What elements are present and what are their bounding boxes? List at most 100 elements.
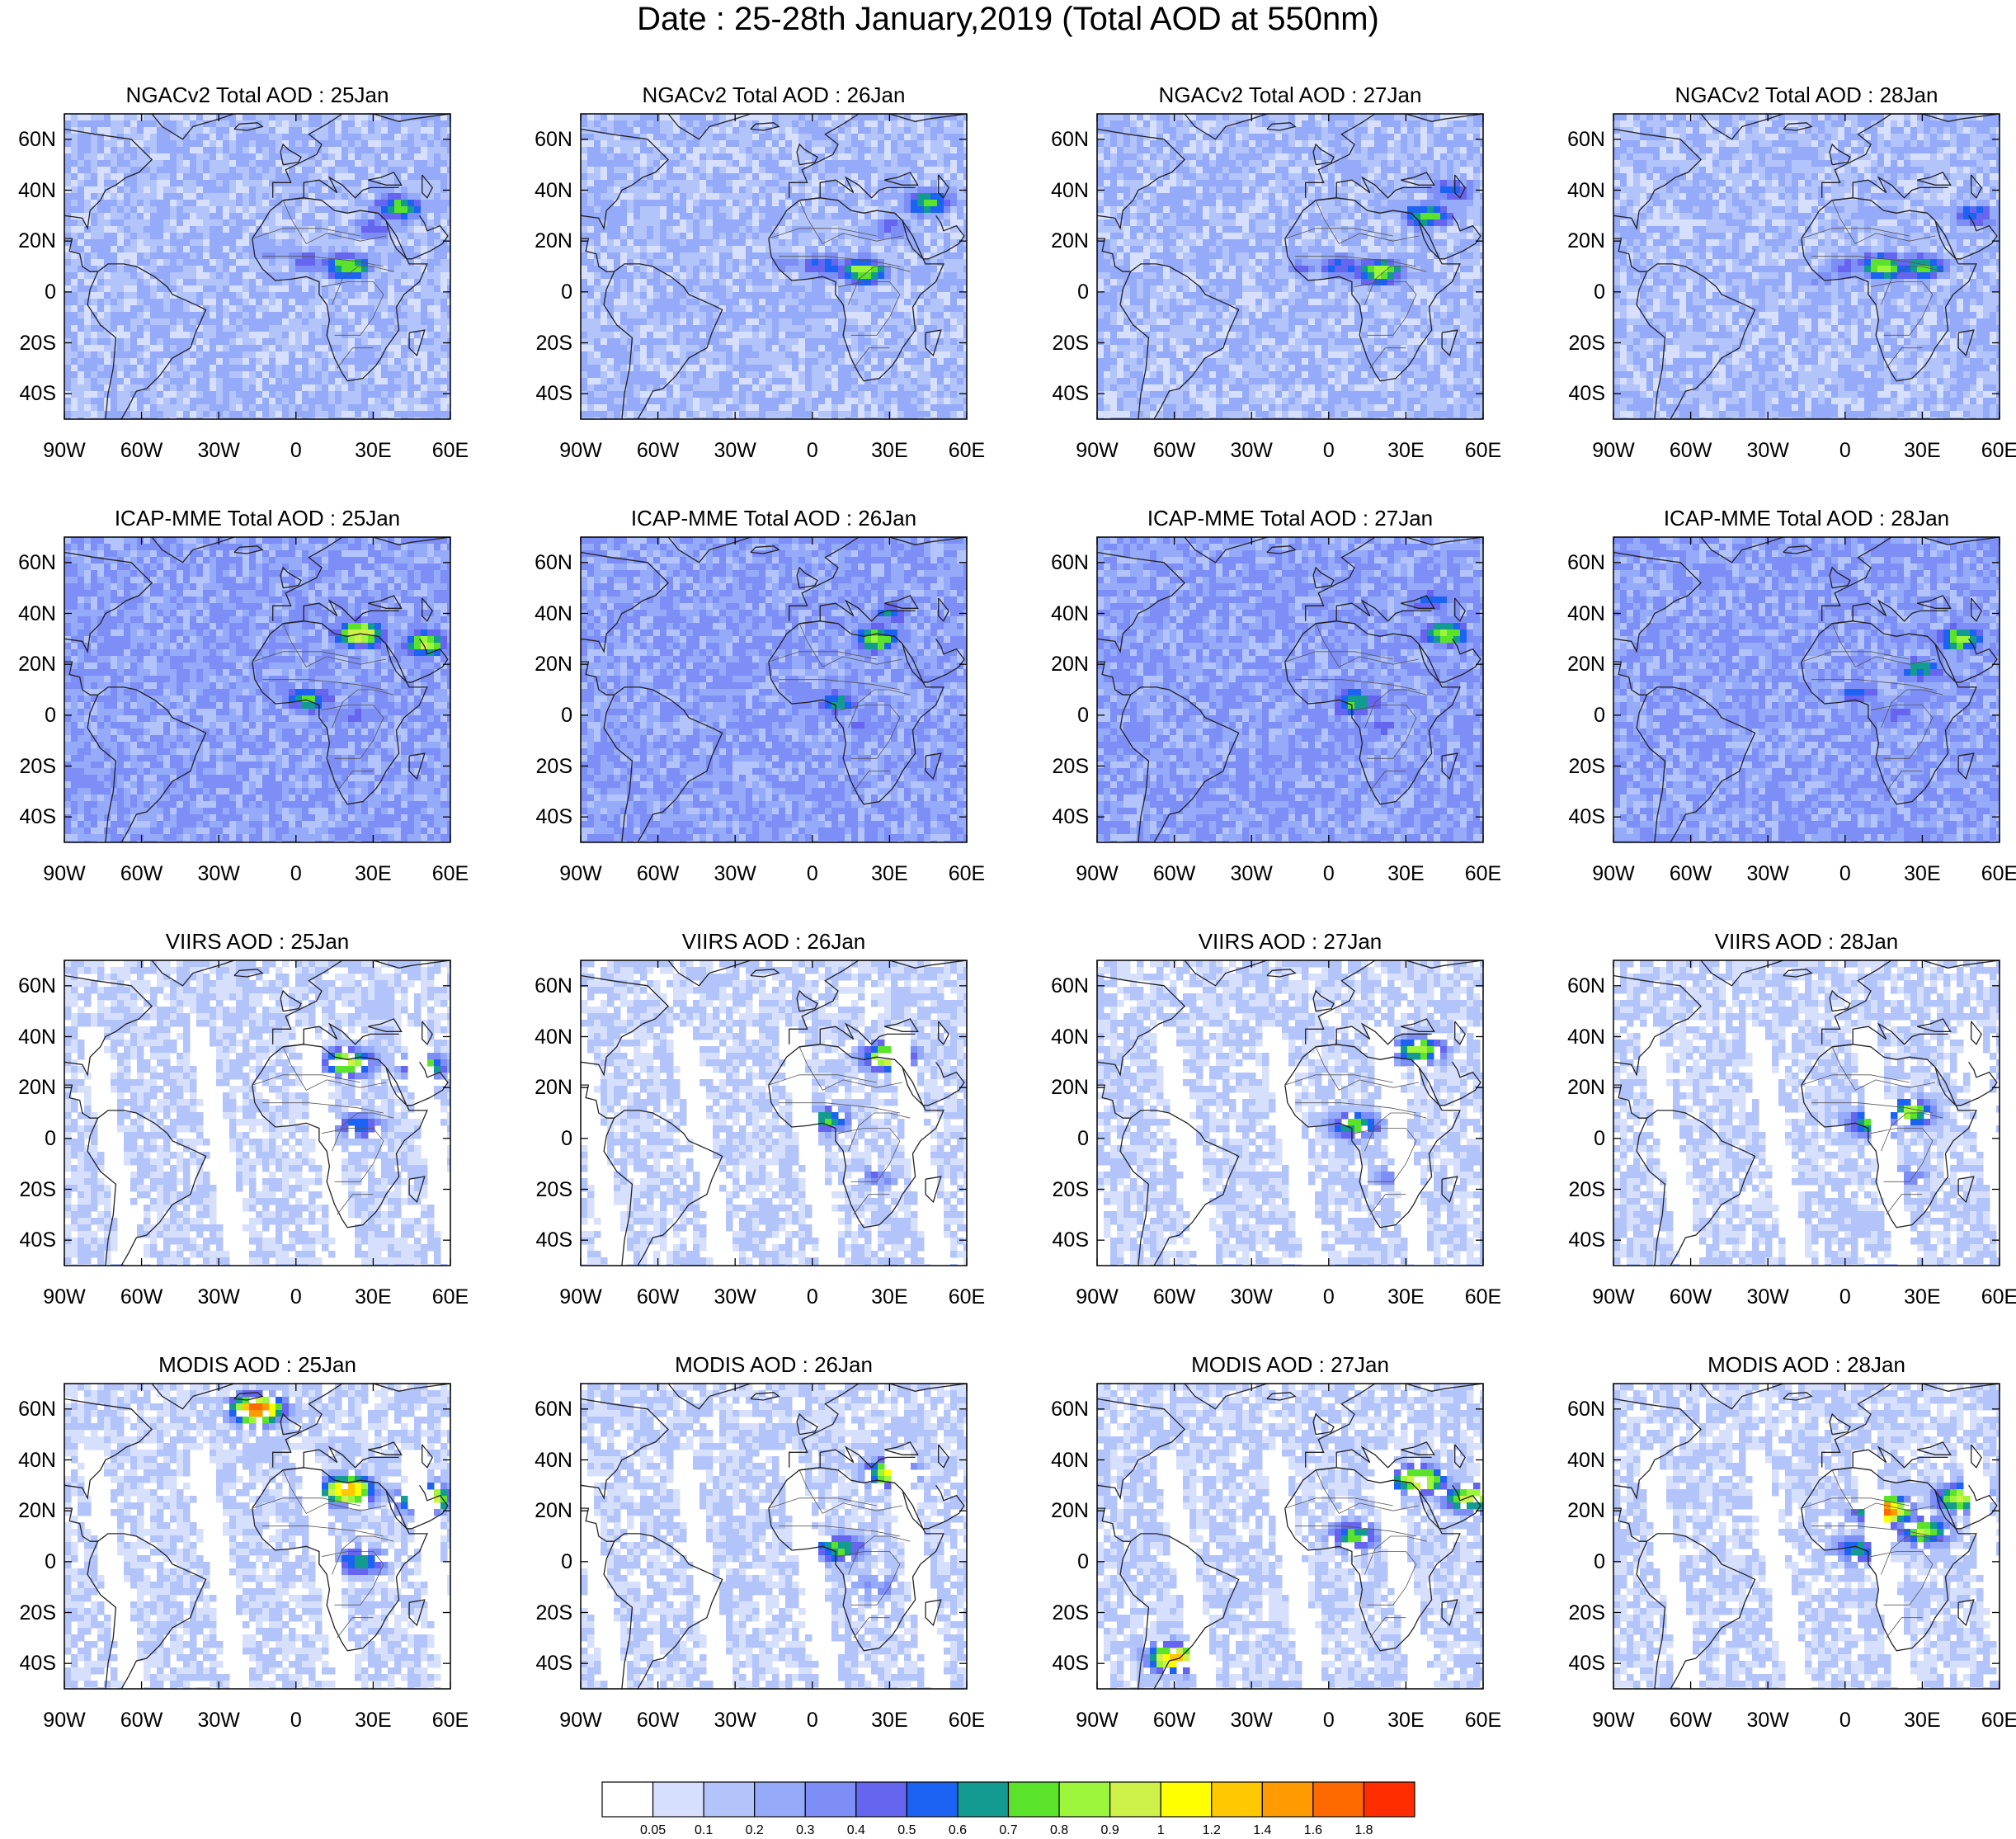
aod-grid bbox=[581, 1384, 967, 1689]
lat-tick-label: 40N bbox=[7, 180, 56, 201]
lat-tick-label: 20N bbox=[1556, 1077, 1605, 1098]
panel-title: MODIS AOD : 26Jan bbox=[518, 1352, 1029, 1377]
lat-tick-label: 60N bbox=[1039, 1398, 1089, 1420]
lon-tick-label: 60W bbox=[113, 1285, 171, 1309]
lon-tick-label: 30W bbox=[706, 1709, 764, 1732]
aod-grid bbox=[1097, 960, 1483, 1266]
lon-tick-label: 30W bbox=[190, 862, 247, 885]
map-frame bbox=[1613, 113, 2000, 420]
lat-tick-label: 40N bbox=[7, 603, 56, 625]
lat-tick-label: 0 bbox=[1556, 1128, 1605, 1149]
map-panel-ngacv2-1 bbox=[64, 113, 451, 420]
lat-tick-label: 20N bbox=[523, 230, 572, 252]
lat-tick-label: 20S bbox=[1039, 332, 1089, 354]
lat-tick-label: 20S bbox=[7, 332, 56, 354]
lon-tick-label: 0 bbox=[1816, 1285, 1874, 1309]
lat-tick-label: 20N bbox=[1039, 230, 1089, 252]
aod-grid bbox=[1613, 537, 2000, 842]
aod-grid bbox=[581, 960, 967, 1266]
map-frame bbox=[580, 113, 968, 420]
lon-tick-label: 0 bbox=[1816, 1709, 1874, 1732]
lat-tick-label: 20S bbox=[1556, 756, 1605, 777]
lat-tick-label: 40N bbox=[1039, 1450, 1089, 1471]
panel-title: MODIS AOD : 25Jan bbox=[2, 1352, 513, 1377]
lon-tick-label: 0 bbox=[1300, 1709, 1358, 1732]
lon-tick-label: 30E bbox=[1377, 439, 1434, 462]
colorbar-label: 1.8 bbox=[1339, 1823, 1388, 1838]
lat-tick-label: 20N bbox=[7, 1500, 56, 1521]
lon-tick-label: 90W bbox=[1068, 1285, 1126, 1309]
colorbar-swatch bbox=[1211, 1781, 1263, 1818]
lat-tick-label: 40N bbox=[1039, 1026, 1089, 1048]
lat-tick-label: 20N bbox=[523, 653, 572, 675]
panel-title: ICAP-MME Total AOD : 26Jan bbox=[518, 506, 1029, 530]
lon-tick-label: 90W bbox=[1585, 1285, 1642, 1309]
aod-grid bbox=[64, 537, 450, 842]
colorbar-swatch bbox=[855, 1781, 907, 1818]
lat-tick-label: 40N bbox=[1039, 180, 1089, 201]
aod-grid bbox=[64, 1384, 450, 1689]
map-frame bbox=[1613, 1383, 2000, 1690]
lon-tick-label: 60W bbox=[1146, 1709, 1203, 1732]
lat-tick-label: 0 bbox=[1039, 705, 1089, 726]
lon-tick-label: 60E bbox=[1454, 1709, 1512, 1732]
colorbar-label: 0.6 bbox=[933, 1823, 982, 1838]
lon-tick-label: 60W bbox=[629, 1285, 687, 1309]
lat-tick-label: 40N bbox=[1556, 1026, 1605, 1048]
coastlines bbox=[1613, 114, 2000, 419]
lat-tick-label: 0 bbox=[1556, 281, 1605, 303]
lat-tick-label: 40S bbox=[523, 806, 572, 828]
lon-tick-label: 30W bbox=[706, 439, 764, 462]
lon-tick-label: 90W bbox=[35, 862, 93, 885]
lon-tick-label: 60E bbox=[422, 439, 479, 462]
lat-tick-label: 0 bbox=[1556, 1551, 1605, 1573]
lon-tick-label: 90W bbox=[1585, 1709, 1642, 1732]
lat-tick-label: 60N bbox=[1556, 1398, 1605, 1420]
lon-tick-label: 60W bbox=[1662, 1709, 1720, 1732]
lat-tick-label: 40N bbox=[523, 603, 572, 625]
lon-tick-label: 90W bbox=[35, 1285, 93, 1309]
colorbar-swatch bbox=[754, 1781, 806, 1818]
lat-tick-label: 20S bbox=[7, 1179, 56, 1200]
lon-tick-label: 60E bbox=[1971, 439, 2016, 462]
lon-tick-label: 30E bbox=[344, 1709, 402, 1732]
aod-grid bbox=[1097, 1384, 1483, 1689]
lon-tick-label: 60W bbox=[1662, 1285, 1720, 1309]
panel-title: NGACv2 Total AOD : 28Jan bbox=[1551, 83, 2016, 107]
lon-tick-label: 60E bbox=[422, 1709, 479, 1732]
lon-tick-label: 30W bbox=[190, 439, 247, 462]
colorbar-label: 0.5 bbox=[882, 1823, 931, 1838]
colorbar-swatch bbox=[906, 1781, 959, 1818]
colorbar-label: 1.6 bbox=[1288, 1823, 1338, 1838]
panel-title: VIIRS AOD : 27Jan bbox=[1034, 929, 1546, 954]
aod-grid bbox=[1613, 960, 2000, 1266]
lat-tick-label: 0 bbox=[7, 1551, 56, 1573]
map-panel-viirs-2 bbox=[580, 960, 968, 1266]
lat-tick-label: 20S bbox=[1556, 1179, 1605, 1200]
lon-tick-label: 60W bbox=[1146, 1285, 1203, 1309]
lon-tick-label: 0 bbox=[1300, 439, 1358, 462]
lon-tick-label: 60E bbox=[1454, 439, 1512, 462]
lat-tick-label: 0 bbox=[523, 1551, 572, 1573]
lon-tick-label: 60E bbox=[1971, 862, 2016, 885]
lon-tick-label: 0 bbox=[267, 862, 325, 885]
lon-tick-label: 60E bbox=[1971, 1285, 2016, 1309]
colorbar-label: 0.05 bbox=[629, 1823, 678, 1838]
lon-tick-label: 90W bbox=[1068, 862, 1126, 885]
lat-tick-label: 60N bbox=[7, 552, 56, 573]
lon-tick-label: 30W bbox=[1739, 439, 1797, 462]
lon-tick-label: 30E bbox=[1893, 862, 1951, 885]
lon-tick-label: 90W bbox=[1068, 1709, 1126, 1732]
lat-tick-label: 40S bbox=[7, 806, 56, 828]
lon-tick-label: 60W bbox=[113, 1709, 171, 1732]
lon-tick-label: 60W bbox=[1146, 862, 1203, 885]
lon-tick-label: 30E bbox=[1377, 862, 1434, 885]
colorbar-label: 0.7 bbox=[984, 1823, 1034, 1838]
lat-tick-label: 20N bbox=[523, 1500, 572, 1521]
lon-tick-label: 60W bbox=[629, 1709, 687, 1732]
lat-tick-label: 60N bbox=[523, 1398, 572, 1420]
lat-tick-label: 20S bbox=[1039, 1602, 1089, 1624]
lat-tick-label: 40S bbox=[1556, 1653, 1605, 1674]
lon-tick-label: 60E bbox=[1454, 862, 1512, 885]
lat-tick-label: 20N bbox=[1039, 1500, 1089, 1521]
